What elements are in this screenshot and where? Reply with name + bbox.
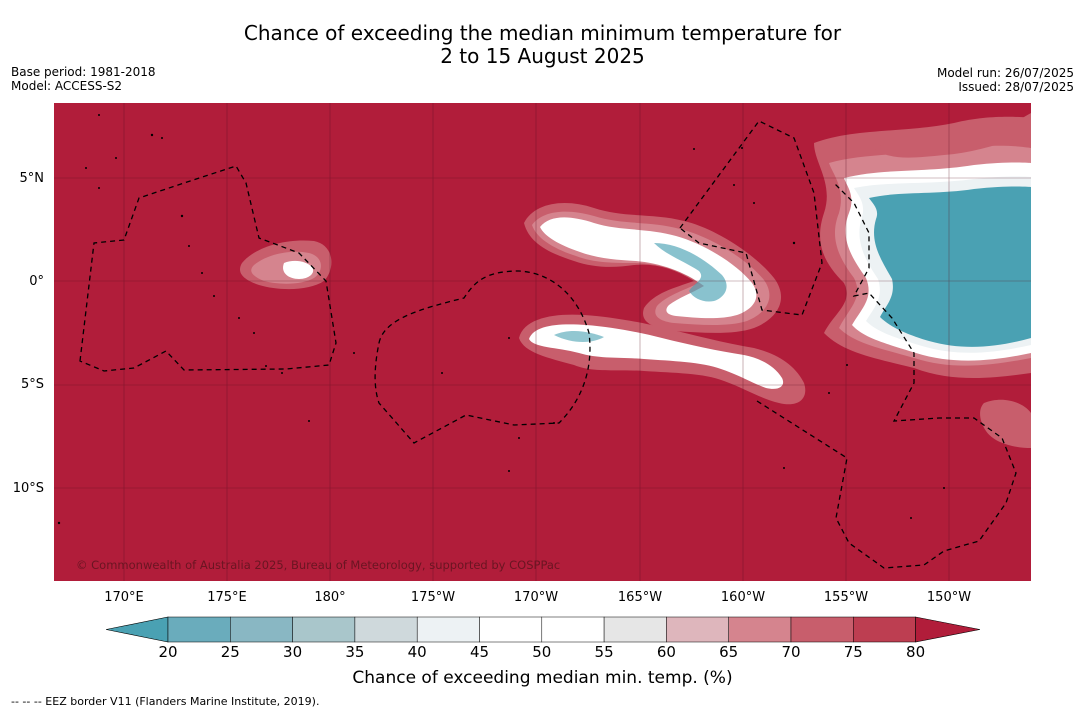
lon-label: 150°W — [926, 590, 972, 605]
colorbar-tick-label: 60 — [656, 643, 676, 661]
meta-left: Base period: 1981-2018 Model: ACCESS-S2 — [11, 65, 156, 93]
lon-label: 175°E — [207, 590, 247, 605]
lat-label: 5°S — [20, 377, 44, 392]
anomaly-region-west — [239, 240, 332, 290]
colorbar-extend-high — [915, 616, 980, 643]
anomaly-region-southeast — [980, 399, 1031, 448]
islands — [57, 114, 945, 525]
model-name: Model: ACCESS-S2 — [11, 79, 123, 93]
lat-label: 0° — [29, 274, 44, 289]
colorbar-tick-label: 30 — [283, 643, 303, 661]
colorbar-tick-label: 35 — [345, 643, 365, 661]
colorbar-title: Chance of exceeding median min. temp. (%… — [352, 668, 733, 688]
title-line-1: Chance of exceeding the median minimum t… — [243, 21, 842, 45]
colorbar-segment — [416, 616, 480, 643]
meta-right: Model run: 26/07/2025 Issued: 28/07/2025 — [937, 66, 1074, 94]
map-title: Chance of exceeding the median minimum t… — [0, 22, 1085, 68]
colorbar-tick-label: 65 — [719, 643, 739, 661]
model-run: Model run: 26/07/2025 — [936, 66, 1074, 80]
colorbar — [106, 616, 980, 643]
colorbar-tick-label: 25 — [220, 643, 240, 661]
lat-label: 5°N — [19, 171, 45, 186]
eez-footnote: -- -- -- EEZ border V11 (Flanders Marine… — [11, 695, 320, 708]
probability-map — [54, 103, 1031, 581]
anomaly-region-central-lower — [519, 314, 806, 405]
lon-label: 170°E — [104, 590, 144, 605]
colorbar-segment — [853, 616, 916, 643]
colorbar-segment — [167, 616, 231, 643]
colorbar-tick-label: 55 — [594, 643, 614, 661]
colorbar-tick-label: 20 — [158, 643, 178, 661]
lon-label: 175°W — [410, 590, 456, 605]
lat-label: 10°S — [12, 481, 44, 496]
colorbar-extend-low — [106, 616, 169, 643]
title-line-2: 2 to 15 August 2025 — [440, 44, 645, 68]
lon-label: 155°W — [823, 590, 869, 605]
anomaly-region-east — [814, 113, 1031, 378]
colorbar-tick-label: 80 — [906, 643, 926, 661]
colorbar-tick-label: 50 — [532, 643, 552, 661]
colorbar-segment — [354, 616, 418, 643]
base-period: Base period: 1981-2018 — [11, 65, 156, 79]
colorbar-tick-label: 75 — [843, 643, 863, 661]
grid-lines — [54, 103, 1031, 581]
colorbar-segment — [230, 616, 293, 643]
colorbar-tick-label: 40 — [407, 643, 427, 661]
issued-date: Issued: 28/07/2025 — [958, 80, 1074, 94]
colorbar-segment — [479, 616, 543, 643]
lon-label: 170°W — [513, 590, 559, 605]
eez-borders — [79, 120, 1017, 569]
colorbar-tick-label: 70 — [781, 643, 801, 661]
colorbar-segment — [666, 616, 729, 643]
colorbar-segment — [292, 616, 356, 643]
colorbar-tick-label: 45 — [469, 643, 490, 661]
colorbar-segment — [790, 616, 854, 643]
colorbar-segment — [603, 616, 667, 643]
colorbar-segment — [728, 616, 792, 643]
colorbar-segment — [541, 616, 605, 643]
lon-label: 165°W — [617, 590, 663, 605]
lon-label: 160°W — [720, 590, 766, 605]
lon-label: 180° — [314, 590, 346, 605]
anomaly-region-central-upper — [524, 203, 782, 333]
copyright-notice: © Commonwealth of Australia 2025, Bureau… — [76, 558, 561, 572]
